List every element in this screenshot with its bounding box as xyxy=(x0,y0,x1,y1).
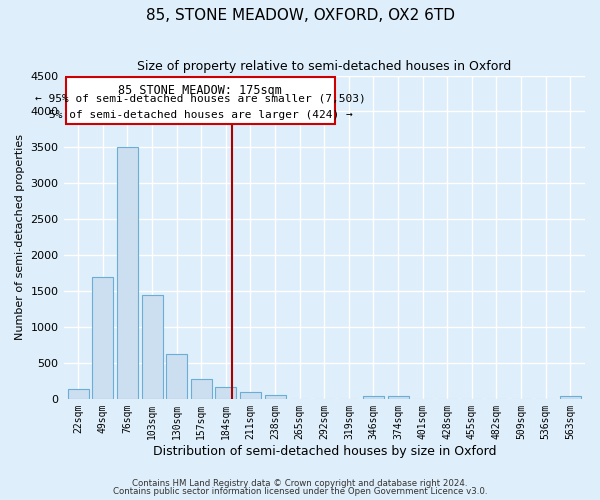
Text: Contains HM Land Registry data © Crown copyright and database right 2024.: Contains HM Land Registry data © Crown c… xyxy=(132,478,468,488)
Bar xyxy=(560,396,581,399)
Text: 5% of semi-detached houses are larger (424) →: 5% of semi-detached houses are larger (4… xyxy=(49,110,352,120)
Y-axis label: Number of semi-detached properties: Number of semi-detached properties xyxy=(15,134,25,340)
Bar xyxy=(388,396,409,399)
Text: Contains public sector information licensed under the Open Government Licence v3: Contains public sector information licen… xyxy=(113,488,487,496)
Text: ← 95% of semi-detached houses are smaller (7,503): ← 95% of semi-detached houses are smalle… xyxy=(35,94,366,104)
Bar xyxy=(240,392,261,399)
Title: Size of property relative to semi-detached houses in Oxford: Size of property relative to semi-detach… xyxy=(137,60,511,73)
FancyBboxPatch shape xyxy=(66,77,335,124)
Bar xyxy=(92,276,113,399)
Text: 85 STONE MEADOW: 175sqm: 85 STONE MEADOW: 175sqm xyxy=(118,84,283,96)
Bar xyxy=(265,395,286,399)
Text: 85, STONE MEADOW, OXFORD, OX2 6TD: 85, STONE MEADOW, OXFORD, OX2 6TD xyxy=(146,8,455,22)
Bar xyxy=(215,388,236,399)
Bar xyxy=(117,148,138,399)
Bar xyxy=(191,380,212,399)
Bar xyxy=(68,390,89,399)
X-axis label: Distribution of semi-detached houses by size in Oxford: Distribution of semi-detached houses by … xyxy=(152,444,496,458)
Bar xyxy=(166,354,187,399)
Bar xyxy=(142,296,163,399)
Bar xyxy=(363,396,384,399)
